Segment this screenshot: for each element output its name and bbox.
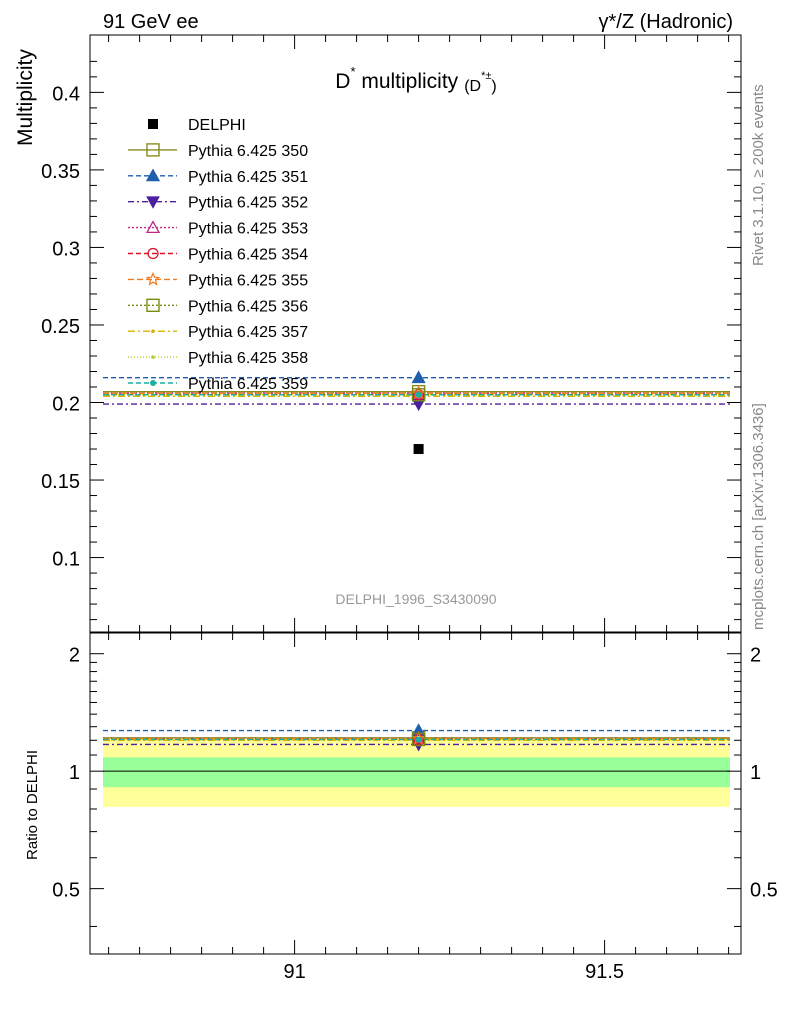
- plot-title: D* multiplicity (D*±): [335, 64, 496, 95]
- ratio-point-351: [411, 723, 426, 737]
- y-tick-label: 0.2: [52, 394, 80, 416]
- legend-marker-delphi: [148, 119, 158, 129]
- watermark: DELPHI_1996_S3430090: [335, 591, 496, 607]
- legend-marker-357: [151, 329, 155, 334]
- delphi-data-point: [413, 444, 424, 455]
- legend-marker-356: [146, 298, 160, 312]
- legend-marker-353: [145, 220, 161, 234]
- main-frame: [89, 34, 742, 633]
- main-panel: 0.10.10.150.150.20.20.250.250.30.30.350.…: [41, 34, 742, 633]
- legend-label-359: Pythia 6.425 359: [188, 376, 308, 393]
- legend-label-350: Pythia 6.425 350: [188, 143, 308, 160]
- mcplots-label: mcplots.cern.ch [arXiv:1306.3436]: [750, 403, 767, 630]
- legend-marker-359: [150, 380, 156, 386]
- header-right: γ*/Z (Hadronic): [599, 11, 733, 33]
- ratio-y-tick-label: 1: [69, 762, 80, 784]
- legend-label-354: Pythia 6.425 354: [188, 247, 308, 264]
- x-tick-label: 91: [283, 961, 305, 983]
- legend-label-353: Pythia 6.425 353: [188, 221, 308, 238]
- plot-title-sup: *: [350, 64, 355, 79]
- legend-label-357: Pythia 6.425 357: [188, 324, 308, 341]
- series-point-356: [411, 388, 426, 402]
- y-tick-label: 0.25: [41, 316, 80, 338]
- ratio-y-tick-label-right: 0.5: [750, 880, 778, 902]
- ratio-y-axis-title: Ratio to DELPHI: [24, 750, 41, 860]
- ratio-y-tick-label: 2: [69, 645, 80, 667]
- plot-title-rest: multiplicity: [356, 70, 459, 93]
- legend-marker-350: [146, 143, 160, 157]
- header-left: 91 GeV ee: [103, 11, 199, 33]
- ratio-point-353: [411, 731, 426, 745]
- main-y-axis-title: Multiplicity: [14, 49, 37, 146]
- series-point-359: [415, 391, 422, 398]
- legend-label-351: Pythia 6.425 351: [188, 169, 308, 186]
- y-tick-label: 0.1: [52, 549, 80, 571]
- legend-label-358: Pythia 6.425 358: [188, 350, 308, 367]
- ratio-point-354: [412, 733, 425, 746]
- plot-title-paren: (D: [464, 78, 481, 95]
- plot-title-paren-sup: *±: [481, 70, 491, 82]
- ratio-y-tick-label-right: 2: [750, 645, 761, 667]
- legend-label-356: Pythia 6.425 356: [188, 298, 308, 315]
- y-tick-label: 0.3: [52, 238, 80, 260]
- legend-label-355: Pythia 6.425 355: [188, 272, 308, 289]
- plot-title-paren-close: ): [491, 78, 496, 95]
- plot-title-main: D: [335, 70, 350, 93]
- ratio-point-356: [411, 732, 426, 747]
- legend-marker-351: [145, 168, 161, 182]
- legend-label-352: Pythia 6.425 352: [188, 195, 308, 212]
- ratio-frame: [89, 632, 742, 955]
- legend-label-delphi: DELPHI: [188, 117, 246, 134]
- y-tick-label: 0.15: [41, 471, 80, 493]
- ratio-panel: 0.5 0.5 1 1 2 2 91 91.5: [52, 632, 778, 983]
- y-tick-label: 0.35: [41, 161, 80, 183]
- series-point-351: [411, 370, 426, 384]
- ratio-point-359: [415, 736, 422, 743]
- legend-marker-355: [145, 271, 161, 286]
- legend: DELPHI Pythia 6.425 350 Pythia 6.425 351 Py…: [128, 117, 308, 393]
- legend-marker-354: [147, 247, 159, 260]
- ratio-y-tick-label-right: 1: [750, 762, 761, 784]
- legend-marker-352: [146, 196, 160, 209]
- x-tick-label: 91.5: [585, 961, 624, 983]
- uncertainty-band-inner: [103, 757, 730, 788]
- rivet-label: Rivet 3.1.10, ≥ 200k events: [750, 84, 767, 266]
- series-point-354: [412, 389, 425, 401]
- ratio-y-tick-label: 0.5: [52, 880, 80, 902]
- legend-marker-358: [151, 355, 155, 359]
- y-tick-label: 0.4: [52, 83, 80, 105]
